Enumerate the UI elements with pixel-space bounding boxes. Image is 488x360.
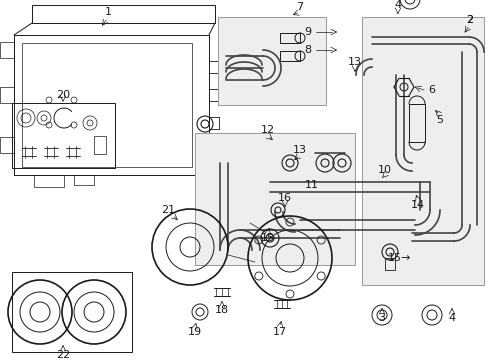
Bar	[218, 17, 325, 105]
Text: 15→: 15→	[387, 253, 411, 263]
Text: 6: 6	[427, 85, 435, 95]
Text: 17: 17	[272, 327, 286, 337]
Bar	[384, 258, 394, 270]
Bar	[361, 17, 483, 285]
Text: 20: 20	[56, 90, 70, 100]
Bar	[0, 137, 14, 153]
Bar	[0, 42, 14, 58]
Text: 14: 14	[410, 200, 424, 210]
Bar	[0, 87, 14, 103]
Text: 13: 13	[347, 57, 361, 67]
Text: 5: 5	[436, 115, 443, 125]
Bar	[22, 43, 192, 167]
Text: 16: 16	[278, 193, 291, 203]
Text: 2: 2	[466, 15, 472, 25]
Bar	[12, 272, 132, 352]
Text: 15: 15	[261, 233, 274, 243]
Text: 4: 4	[394, 0, 401, 10]
Text: 11: 11	[305, 180, 318, 190]
Bar	[94, 136, 106, 154]
Bar	[195, 133, 354, 265]
Bar	[280, 33, 299, 43]
Text: 2: 2	[466, 15, 472, 25]
Text: 12: 12	[261, 125, 274, 135]
Text: 22: 22	[56, 350, 70, 360]
Text: 10: 10	[377, 165, 391, 175]
Bar	[12, 103, 115, 168]
Text: 9: 9	[304, 27, 311, 37]
Text: 8: 8	[304, 45, 311, 55]
Bar	[408, 104, 424, 142]
Text: 19: 19	[187, 327, 202, 337]
Text: 13: 13	[292, 145, 306, 155]
Bar	[34, 175, 64, 187]
Text: 18: 18	[215, 305, 228, 315]
Bar	[74, 175, 94, 185]
Text: 3: 3	[378, 313, 385, 323]
Bar	[280, 51, 299, 61]
Text: 7: 7	[296, 2, 303, 12]
Text: 4: 4	[447, 313, 455, 323]
Text: 21: 21	[161, 205, 175, 215]
Text: 1: 1	[104, 7, 111, 17]
